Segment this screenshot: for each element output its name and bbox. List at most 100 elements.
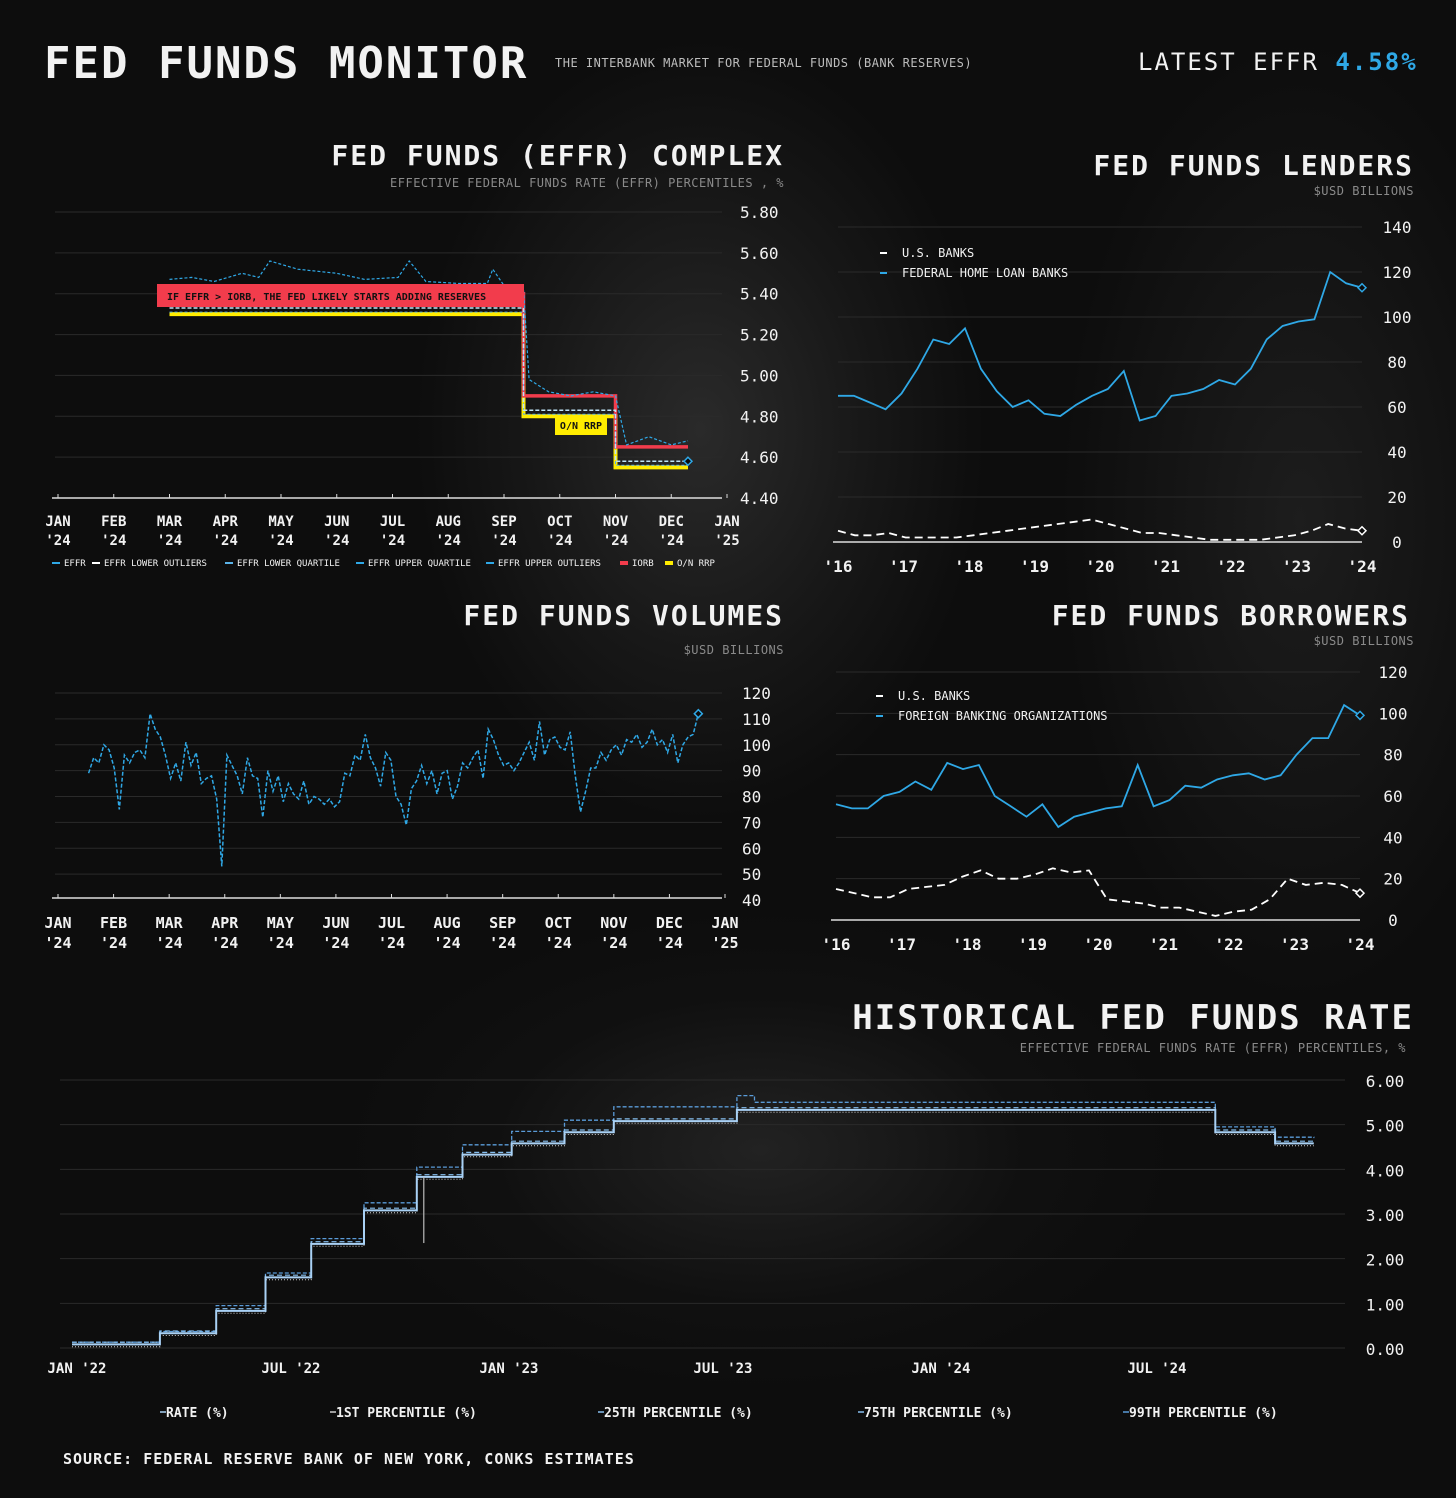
p99-line [72, 1094, 1315, 1343]
y-tick-label: 2.00 [1366, 1251, 1405, 1270]
x-tick-label: DEC [659, 514, 684, 530]
x-tick-label: JAN [711, 914, 738, 932]
y-tick-label: 40 [742, 891, 761, 910]
y-tick-label: 20 [1383, 870, 1402, 889]
x-tick-label: '24 [656, 934, 683, 952]
legend-label: EFFR LOWER QUARTILE [237, 559, 340, 569]
y-tick-label: 110 [742, 710, 771, 729]
x-tick-label: NOV [603, 514, 629, 530]
legend-label: EFFR LOWER OUTLIERS [104, 559, 207, 569]
y-tick-label: 40 [1387, 443, 1406, 462]
latest-effr-value: 4.58% [1335, 48, 1418, 76]
x-tick-label: AUG [436, 514, 461, 530]
x-tick-label: OCT [545, 914, 572, 932]
x-tick-label: '17 [887, 935, 916, 954]
x-tick-label: '24 [434, 934, 461, 952]
x-tick-label: JAN '24 [911, 1361, 970, 1377]
x-tick-label: '24 [436, 533, 461, 549]
effr-upper-outliers-line [169, 259, 689, 446]
borrowers-subtitle: $USD BILLIONS [1313, 634, 1414, 648]
y-tick-label: 5.60 [740, 244, 779, 263]
y-tick-label: 90 [742, 762, 761, 781]
x-tick-label: JAN '23 [479, 1361, 538, 1377]
y-tick-label: 60 [742, 839, 761, 858]
x-tick-label: DEC [656, 914, 683, 932]
lenders-subtitle: $USD BILLIONS [1313, 184, 1414, 198]
legend-label: O/N RRP [677, 559, 716, 569]
x-tick-label: '25 [714, 533, 739, 549]
y-tick-label: 4.40 [740, 489, 779, 508]
legend-label: FOREIGN BANKING ORGANIZATIONS [898, 709, 1108, 723]
x-tick-label: '17 [889, 557, 918, 576]
x-tick-label: AUG [434, 914, 461, 932]
complex-subtitle: EFFECTIVE FEDERAL FUNDS RATE (EFFR) PERC… [390, 176, 784, 190]
x-tick-label: '24 [491, 533, 516, 549]
page-title: FED FUNDS MONITOR [44, 38, 529, 89]
y-tick-label: 120 [1383, 263, 1412, 282]
y-tick-label: 5.00 [740, 366, 779, 385]
legend-label: 25TH PERCENTILE (%) [604, 1406, 753, 1421]
y-tick-label: 4.60 [740, 448, 779, 467]
series-end-marker [1356, 282, 1368, 293]
x-tick-label: '24 [101, 533, 126, 549]
lenders-title: FED FUNDS LENDERS [1093, 149, 1414, 182]
y-tick-label: 0 [1392, 533, 1402, 552]
source-note: SOURCE: FEDERAL RESERVE BANK OF NEW YORK… [63, 1450, 635, 1468]
x-tick-label: '24 [1346, 935, 1375, 954]
y-tick-label: 120 [1379, 663, 1408, 682]
x-tick-label: '18 [953, 935, 982, 954]
x-tick-label: JUL '24 [1127, 1361, 1186, 1377]
legend-label: 75TH PERCENTILE (%) [864, 1406, 1013, 1421]
y-tick-label: 100 [1379, 704, 1408, 723]
y-tick-label: 5.80 [740, 203, 779, 222]
series-end-marker [1354, 888, 1366, 899]
effr-line [169, 307, 688, 462]
x-tick-label: JAN [45, 514, 70, 530]
x-tick-label: JAN '22 [47, 1361, 106, 1377]
x-tick-label: '18 [955, 557, 984, 576]
y-tick-label: 50 [742, 865, 761, 884]
y-tick-label: 5.00 [1366, 1117, 1405, 1136]
x-tick-label: '23 [1282, 557, 1311, 576]
rate-line [72, 1108, 1314, 1346]
y-tick-label: 6.00 [1366, 1072, 1405, 1091]
volumes-title: FED FUNDS VOLUMES [463, 599, 784, 632]
x-tick-label: '20 [1086, 557, 1115, 576]
x-tick-label: JUL '23 [693, 1361, 752, 1377]
x-tick-label: '23 [1280, 935, 1309, 954]
y-tick-label: 100 [1383, 308, 1412, 327]
x-tick-label: '24 [545, 934, 572, 952]
x-tick-label: JUN [324, 514, 349, 530]
x-tick-label: '24 [659, 533, 684, 549]
x-tick-label: '24 [1348, 557, 1377, 576]
x-tick-label: '24 [44, 934, 71, 952]
series-end-marker [1354, 710, 1366, 721]
x-tick-label: NOV [600, 914, 627, 932]
latest-point-marker [693, 708, 704, 719]
x-tick-label: APR [213, 514, 239, 530]
page-subtitle: THE INTERBANK MARKET FOR FEDERAL FUNDS (… [555, 56, 973, 70]
annotation-iorb-box [157, 284, 524, 307]
latest-effr: LATEST EFFR 4.58% [1138, 48, 1418, 76]
x-tick-label: '24 [268, 533, 293, 549]
x-tick-label: '24 [213, 533, 238, 549]
annotation-iorb-text: IF EFFR > IORB, THE FED LIKELY STARTS AD… [167, 292, 486, 303]
legend-label: FEDERAL HOME LOAN BANKS [902, 266, 1068, 280]
x-tick-label: JUL [380, 514, 405, 530]
latest-point-marker [682, 456, 694, 467]
x-tick-label: '19 [1018, 935, 1047, 954]
legend-label: U.S. BANKS [902, 246, 974, 260]
x-tick-label: '24 [45, 533, 70, 549]
x-tick-label: '16 [822, 935, 851, 954]
y-tick-label: 100 [742, 736, 771, 755]
x-tick-label: MAY [268, 514, 294, 530]
x-tick-label: '24 [157, 533, 182, 549]
legend-label: IORB [632, 559, 654, 569]
series-line-secondary [838, 270, 1363, 422]
y-tick-label: 0.00 [1366, 1340, 1405, 1359]
y-tick-label: 80 [1387, 353, 1406, 372]
x-tick-label: JAN [714, 514, 739, 530]
x-tick-label: FEB [100, 914, 127, 932]
annotation-rrp-text: O/N RRP [560, 421, 602, 432]
x-tick-label: '22 [1217, 557, 1246, 576]
